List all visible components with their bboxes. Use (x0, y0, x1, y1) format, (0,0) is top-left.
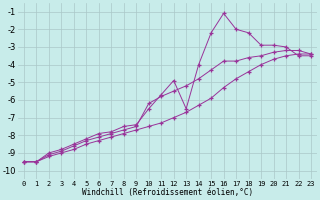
X-axis label: Windchill (Refroidissement éolien,°C): Windchill (Refroidissement éolien,°C) (82, 188, 253, 197)
